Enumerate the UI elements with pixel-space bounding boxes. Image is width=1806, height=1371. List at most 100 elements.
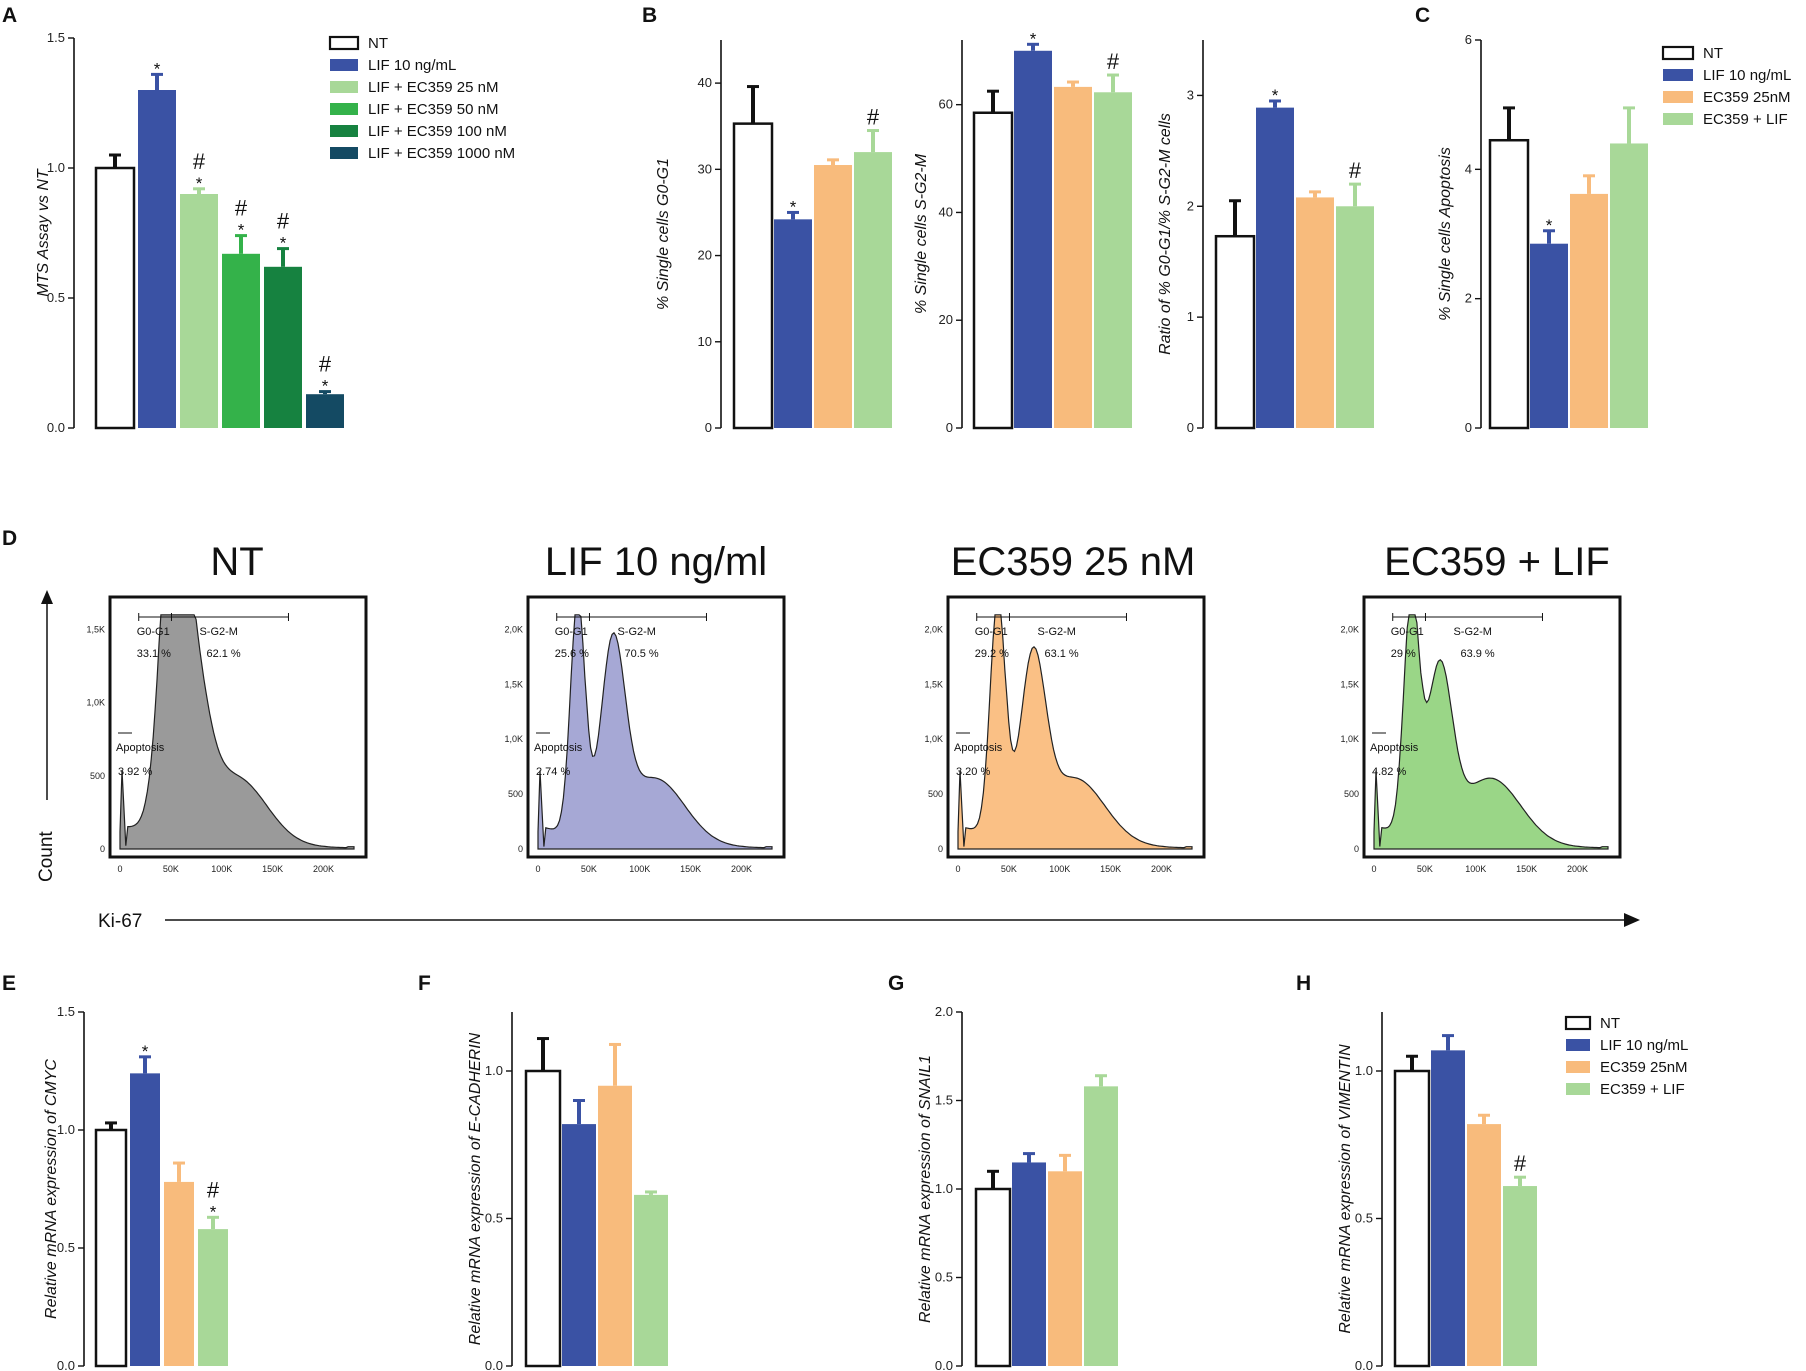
gate-annotation: 2.74 % <box>536 766 570 778</box>
legend-swatch <box>1566 1039 1590 1051</box>
histogram-x-tick: 0 <box>1371 864 1376 874</box>
gate-annotation: 3.20 % <box>956 766 990 778</box>
legend-swatch <box>1661 45 1695 61</box>
bar <box>1256 107 1294 428</box>
significance-star: * <box>142 1042 149 1061</box>
histogram-y-tick: 0 <box>518 844 523 854</box>
y-tick-label: 0.5 <box>935 1270 953 1285</box>
significance-star: * <box>1272 86 1279 105</box>
histogram-title: EC359 25 nM <box>951 540 1196 584</box>
legend-swatch <box>330 103 358 115</box>
gate-annotation: G0-G1 <box>1391 626 1424 638</box>
histogram-x-tick: 200K <box>1151 864 1172 874</box>
significance-star: * <box>1030 29 1037 48</box>
legend-label: LIF + EC359 50 nM <box>368 101 499 118</box>
ki67-axis-label: Ki-67 <box>98 911 142 932</box>
bar <box>774 219 812 428</box>
bar <box>1296 197 1334 428</box>
gate-annotation: G0-G1 <box>137 626 170 638</box>
histogram-panel: NT 0 500 1,0K 1,5K 0 50K 100K 150K 200K G0-G1 33.1 … <box>86 540 368 874</box>
histogram-x-tick: 0 <box>955 864 960 874</box>
y-tick-label: 20 <box>698 248 712 263</box>
bar <box>598 1085 632 1366</box>
legend-swatch <box>1564 1015 1592 1031</box>
legend-label: LIF + EC359 25 nM <box>368 79 499 96</box>
bar <box>1336 206 1374 428</box>
histogram-x-tick: 150K <box>680 864 701 874</box>
gate-annotation: 3.92 % <box>118 766 152 778</box>
bar <box>306 394 344 428</box>
histogram-panel: EC359 25 nM 0 500 1,0K 1,5K 2,0K 0 50K 100K 150K 2… <box>924 540 1206 874</box>
y-tick-label: 0.0 <box>1355 1358 1373 1371</box>
y-tick-label: 1.5 <box>935 1093 953 1108</box>
legend-swatch <box>1663 113 1693 125</box>
bar <box>198 1229 228 1366</box>
significance-hash: # <box>277 209 290 234</box>
bar <box>1570 193 1608 428</box>
panel-label-e: E <box>2 972 16 995</box>
bar <box>854 152 892 429</box>
y-tick-label: 4 <box>1465 161 1472 176</box>
legend-label: LIF 10 ng/mL <box>1600 1037 1688 1054</box>
significance-hash: # <box>235 196 248 221</box>
histogram-title: LIF 10 ng/ml <box>545 540 767 584</box>
histogram-panel: LIF 10 ng/ml 0 500 1,0K 1,5K 2,0K 0 50K 100K 150K… <box>504 540 786 874</box>
bar <box>634 1194 668 1366</box>
bar <box>1084 1086 1118 1366</box>
gate-annotation: 4.82 % <box>1372 766 1406 778</box>
histogram-y-tick: 1,5K <box>504 679 523 689</box>
legend-swatch <box>328 35 360 51</box>
significance-hash: # <box>1107 49 1120 74</box>
legend-swatch <box>330 125 358 137</box>
y-tick-label: 1.5 <box>57 1004 75 1019</box>
bar <box>1393 1069 1431 1368</box>
gate-annotation: 29.2 % <box>975 648 1009 660</box>
bar <box>180 194 218 428</box>
count-axis-label: Count <box>36 831 57 882</box>
chart-cmyc: 0.0 0.5 1.0 1.5 Relative mRNA expression of … <box>43 1004 228 1371</box>
count-axis-arrow <box>41 590 53 604</box>
histogram-x-tick: 100K <box>1049 864 1070 874</box>
histogram-x-tick: 100K <box>1465 864 1486 874</box>
panel-label-c: C <box>1415 4 1430 27</box>
significance-star: * <box>196 174 203 193</box>
histogram-y-tick: 500 <box>90 771 105 781</box>
gate-annotation: 25.6 % <box>555 648 589 660</box>
y-tick-label: 0 <box>705 420 712 435</box>
y-tick-label: 0.5 <box>1355 1211 1373 1226</box>
legend-label: LIF + EC359 1000 nM <box>368 145 515 162</box>
bar <box>1094 92 1132 429</box>
gate-annotation: Apoptosis <box>116 742 165 754</box>
significance-hash: # <box>207 1177 220 1202</box>
histogram-curve <box>537 614 773 850</box>
legend-label: LIF 10 ng/mL <box>1703 67 1791 84</box>
y-axis-label: Relative mRNA expression of VIMENTIN <box>1337 1044 1354 1334</box>
chart-s-g2-m: 0 20 40 60 % Single cells S-G2-M * # <box>913 29 1132 435</box>
significance-star: * <box>238 221 245 240</box>
histogram-panel: EC359 + LIF 0 500 1,0K 1,5K 2,0K 0 50K 100K 150K 2… <box>1340 540 1622 874</box>
histogram-y-tick: 500 <box>928 789 943 799</box>
y-tick-label: 0.0 <box>935 1358 953 1371</box>
y-tick-label: 60 <box>939 97 953 112</box>
histogram-y-tick: 500 <box>508 789 523 799</box>
bar <box>732 122 774 430</box>
bar <box>1054 86 1092 428</box>
y-axis-label: % Single cells G0-G1 <box>655 158 672 310</box>
panel-label-h: H <box>1296 972 1311 995</box>
significance-hash: # <box>1349 158 1362 183</box>
histogram-x-tick: 50K <box>163 864 179 874</box>
bar <box>1012 1162 1046 1366</box>
gate-annotation: S-G2-M <box>1037 626 1076 638</box>
histogram-y-tick: 0 <box>100 844 105 854</box>
y-tick-label: 20 <box>939 312 953 327</box>
histogram-x-tick: 150K <box>1516 864 1537 874</box>
y-axis-label: Relative mRNA expression of E-CADHERIN <box>467 1032 484 1345</box>
histogram-x-tick: 100K <box>629 864 650 874</box>
y-tick-label: 1 <box>1187 309 1194 324</box>
chart-g0-g1: 0 10 20 30 40 % Single cells G0-G1 * # <box>655 40 892 435</box>
gate-annotation: Apoptosis <box>954 742 1003 754</box>
y-axis-label: Relative mRNA expression of SNAIL1 <box>917 1055 934 1323</box>
legend-swatch <box>1566 1061 1590 1073</box>
legend-swatch <box>330 147 358 159</box>
